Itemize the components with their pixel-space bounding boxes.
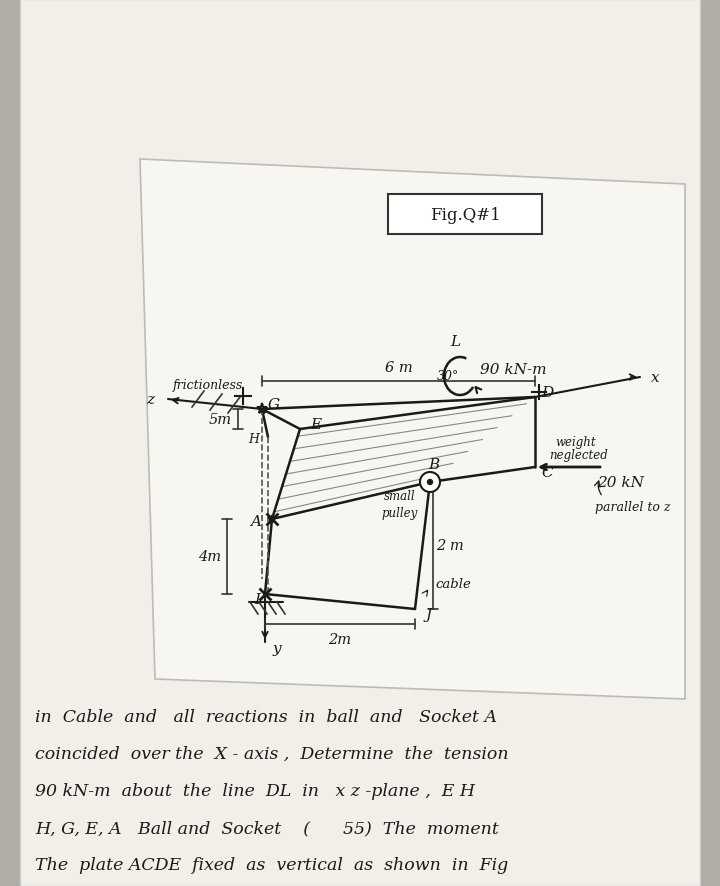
Circle shape (428, 480, 433, 485)
Text: 2m: 2m (328, 633, 351, 646)
Text: 2 m: 2 m (436, 539, 464, 553)
Text: The  plate ACDE  fixed  as  vertical  as  shown  in  Fig: The plate ACDE fixed as vertical as show… (35, 856, 508, 873)
Text: 6 m: 6 m (384, 361, 413, 375)
Text: 4m: 4m (199, 550, 222, 563)
Polygon shape (140, 159, 685, 699)
Text: H: H (248, 433, 259, 446)
Text: cable: cable (435, 578, 471, 591)
Text: frictionless: frictionless (173, 378, 243, 391)
Text: E: E (310, 417, 322, 431)
Circle shape (420, 472, 440, 493)
Text: J: J (426, 607, 432, 621)
Text: y: y (273, 641, 282, 656)
Text: L: L (450, 335, 460, 348)
Text: 20 kN: 20 kN (597, 476, 644, 489)
Text: neglected: neglected (549, 449, 608, 462)
Text: parallel to z: parallel to z (595, 501, 670, 514)
Text: small
pulley: small pulley (382, 490, 418, 519)
Text: x: x (651, 370, 660, 385)
Text: coincided  over the  X - axis ,  Determine  the  tension: coincided over the X - axis , Determine … (35, 745, 508, 762)
Text: B: B (428, 457, 440, 471)
Text: 30°: 30° (437, 370, 459, 383)
Text: weight: weight (555, 436, 595, 449)
Text: 5m: 5m (208, 413, 232, 426)
Text: Fig.Q#1: Fig.Q#1 (430, 206, 500, 223)
Text: C: C (541, 465, 553, 479)
Text: z: z (146, 392, 154, 407)
Text: G: G (268, 398, 280, 411)
FancyBboxPatch shape (388, 195, 542, 235)
Text: in  Cable  and   all  reactions  in  ball  and   Socket A: in Cable and all reactions in ball and S… (35, 708, 497, 725)
Text: H, G, E, A   Ball and  Socket    (      55)  The  moment: H, G, E, A Ball and Socket ( 55) The mom… (35, 819, 499, 836)
Text: 90 kN-m  about  the  line  DL  in   x z -plane ,  E H: 90 kN-m about the line DL in x z -plane … (35, 782, 475, 799)
Text: A: A (251, 515, 261, 528)
Text: I: I (254, 593, 260, 606)
Text: D: D (541, 385, 553, 400)
Text: 90 kN-m: 90 kN-m (480, 362, 546, 377)
Polygon shape (20, 0, 700, 886)
